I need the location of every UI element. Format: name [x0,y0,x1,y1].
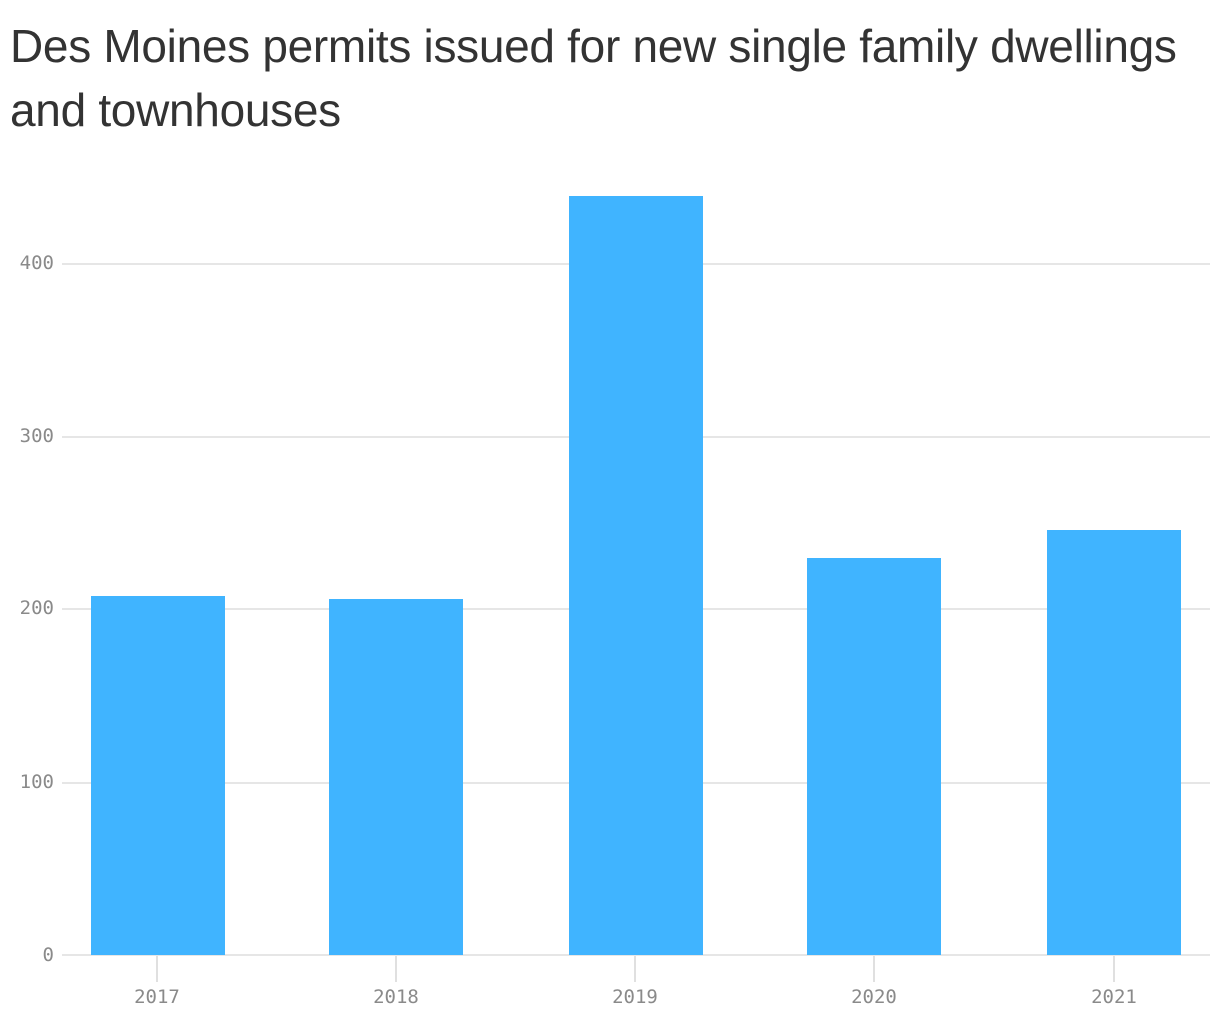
bar-2020 [807,558,941,955]
x-tick-mark [873,956,875,982]
bar-2019 [569,196,703,955]
x-tick-mark [156,956,158,982]
x-tick-label: 2018 [373,986,419,1008]
x-tick-label: 2019 [612,986,658,1008]
y-tick-label: 0 [42,944,54,966]
x-tick-label: 2021 [1091,986,1137,1008]
bar-2021 [1047,530,1181,955]
x-tick-mark [634,956,636,982]
x-tick-mark [395,956,397,982]
x-tick-label: 2020 [851,986,897,1008]
x-tick-label: 2017 [134,986,180,1008]
bar-2017 [91,596,225,955]
x-tick-mark [1113,956,1115,982]
y-tick-label: 200 [19,597,54,619]
baseline [62,954,1210,956]
chart-title: Des Moines permits issued for new single… [10,20,1177,136]
y-tick-label: 400 [19,252,54,274]
bar-2018 [329,599,463,955]
y-tick-label: 100 [19,771,54,793]
y-tick-label: 300 [19,425,54,447]
